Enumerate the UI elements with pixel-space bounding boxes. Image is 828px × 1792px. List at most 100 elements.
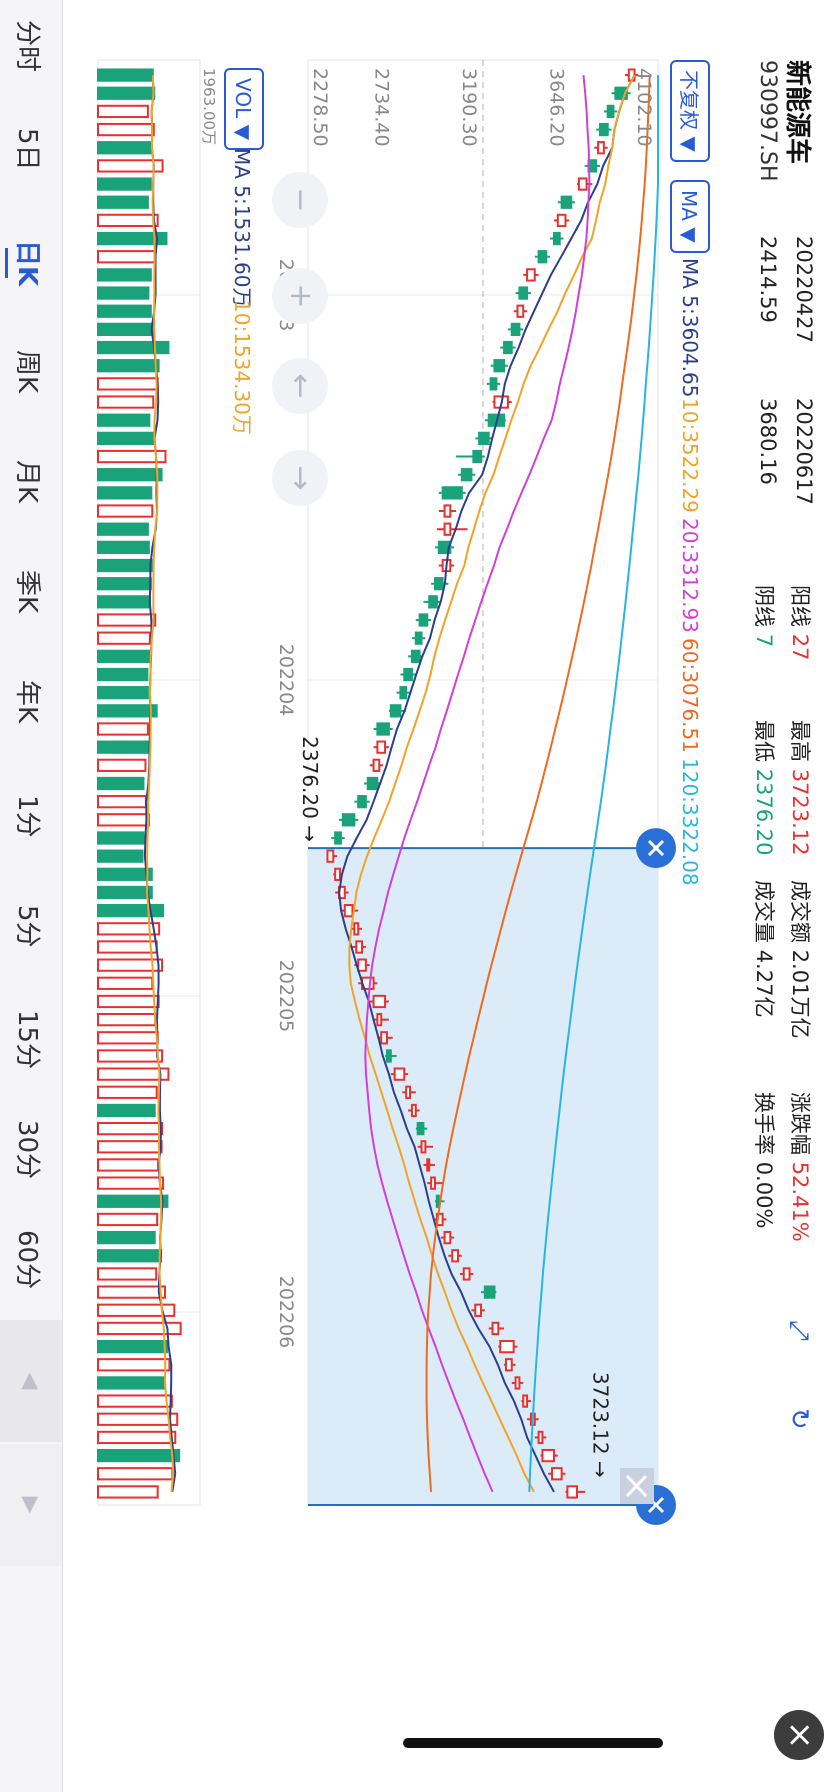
candle-up <box>551 1467 563 1481</box>
candle-up <box>355 940 364 954</box>
turnover-stat: 换手率 0.00% <box>750 1092 780 1228</box>
tab-60min[interactable]: 60分 <box>12 1230 42 1290</box>
tab-1min[interactable]: 1分 <box>12 795 42 838</box>
tab-daily-k[interactable]: 日K <box>11 240 48 286</box>
volume-bar-down <box>96 831 145 845</box>
candle-up <box>410 1103 417 1118</box>
y-tick-label: 3646.20 <box>546 68 568 147</box>
refresh-icon[interactable]: ↻ <box>784 1408 814 1430</box>
tab-15min[interactable]: 15分 <box>12 1010 42 1070</box>
volume-bar-up <box>96 1303 176 1317</box>
volume-value: 4.27亿 <box>752 949 776 1018</box>
tab-5day[interactable]: 5日 <box>12 128 42 171</box>
volume-bar-down <box>96 1194 169 1208</box>
volume-bar-down <box>97 577 152 591</box>
candle-up <box>522 1394 529 1408</box>
volume-bar-down <box>97 1448 181 1463</box>
volume-bar-up <box>96 1121 164 1136</box>
volume-bar-up <box>97 1358 171 1372</box>
tab-yearly-k[interactable]: 年K <box>12 680 42 724</box>
tab-30min[interactable]: 30分 <box>12 1120 42 1180</box>
volume-bar-down <box>96 849 144 863</box>
candle-up <box>430 1176 436 1190</box>
vol-select[interactable]: VOL ▼ <box>224 68 264 150</box>
adjust-select[interactable]: 不复权 ▼ <box>670 60 710 162</box>
y-tick-label: 2734.40 <box>371 68 393 147</box>
volume-bar-up <box>97 1013 157 1027</box>
candle-up <box>380 1031 388 1045</box>
candle-down <box>606 104 615 119</box>
candle-up <box>516 304 525 318</box>
vol-ma10-label: 10:1534.30万 <box>230 300 254 435</box>
vol-ma10-line <box>145 75 175 1492</box>
ma60-label: 60:3076.51 <box>678 638 702 753</box>
candle-down <box>357 795 367 809</box>
volume-bar-down <box>97 304 152 318</box>
selection-handle-x <box>647 840 665 857</box>
tabs-scroll-left-icon[interactable]: ◀ <box>0 1320 62 1442</box>
volume-bar-down <box>96 776 145 791</box>
volume-bar-up <box>96 1176 165 1190</box>
volume-bar-down <box>97 667 149 682</box>
candle-up <box>499 1339 515 1354</box>
volume-bar-up <box>96 1085 158 1099</box>
candle-down <box>503 340 513 355</box>
candle-down <box>560 195 573 209</box>
candle-down <box>428 595 438 609</box>
zoom-in-icon[interactable]: + <box>272 268 328 324</box>
volume-bar-down <box>97 558 153 573</box>
down-count-stat: 阴线 7 <box>750 585 780 647</box>
header: 新能源车 930997.SH 20220427 2414.59 20220617… <box>718 0 828 1792</box>
start-date: 20220427 <box>792 236 816 343</box>
candle-up <box>372 758 381 772</box>
x-tick-label: 202204 <box>275 644 297 717</box>
candle-down <box>414 631 423 645</box>
x-tick-label: 202205 <box>275 960 297 1033</box>
candle-up <box>566 1485 578 1499</box>
scroll-left-icon[interactable]: ← <box>272 358 328 414</box>
volume-bar-up <box>97 1285 166 1299</box>
y-tick-label: 4102.10 <box>633 68 655 147</box>
candle-up <box>405 1085 412 1099</box>
volume-bar-up <box>96 504 154 518</box>
volume-bar-down <box>97 86 156 100</box>
end-date: 20220617 <box>792 398 816 505</box>
scroll-right-icon[interactable]: → <box>272 450 328 506</box>
min-price-label: 2376.20 → <box>298 736 322 842</box>
change-stat: 涨跌幅 52.41% <box>786 1092 816 1242</box>
candle-up <box>376 1013 383 1027</box>
tab-quarterly-k[interactable]: 季K <box>12 570 42 614</box>
tab-5min[interactable]: 5分 <box>12 905 42 948</box>
volume-bar-up <box>96 1485 159 1499</box>
candle-down <box>437 540 452 554</box>
candle-down <box>518 286 529 300</box>
tab-weekly-k[interactable]: 周K <box>12 350 42 394</box>
vol-ma5-label: MA 5:1531.60万 <box>230 148 254 308</box>
ma5-line <box>338 74 636 1493</box>
high-label: 最高 <box>788 720 812 762</box>
volume-stat: 成交量 4.27亿 <box>750 880 780 1017</box>
volume-bar-down <box>97 1339 168 1354</box>
close-icon[interactable]: × <box>774 1710 824 1760</box>
volume-bar-down <box>97 141 152 155</box>
y-tick-label: 3190.30 <box>458 68 480 147</box>
candle-up <box>353 922 360 936</box>
candle-down <box>537 250 548 264</box>
candle-up <box>326 849 335 863</box>
tab-intraday[interactable]: 分时 <box>12 20 42 73</box>
amount-value: 2.01万亿 <box>788 949 812 1039</box>
zoom-out-icon[interactable]: − <box>272 172 328 228</box>
ma20-label: 20:3312.93 <box>678 518 702 633</box>
volume-bar-up <box>97 1467 174 1481</box>
candle-up <box>491 1321 500 1336</box>
indicator-select[interactable]: MA ▼ <box>670 180 710 253</box>
volume-ma-layer <box>143 75 177 1493</box>
tab-monthly-k[interactable]: 月K <box>12 460 42 504</box>
fullscreen-icon[interactable]: ⤢ <box>784 1320 814 1341</box>
candle-up <box>537 1430 544 1445</box>
volume-bar-down <box>96 904 165 918</box>
change-value: 52.41% <box>788 1161 812 1242</box>
candle-up <box>451 1249 459 1263</box>
tabs-scroll-right-icon[interactable]: ▶ <box>0 1444 62 1566</box>
